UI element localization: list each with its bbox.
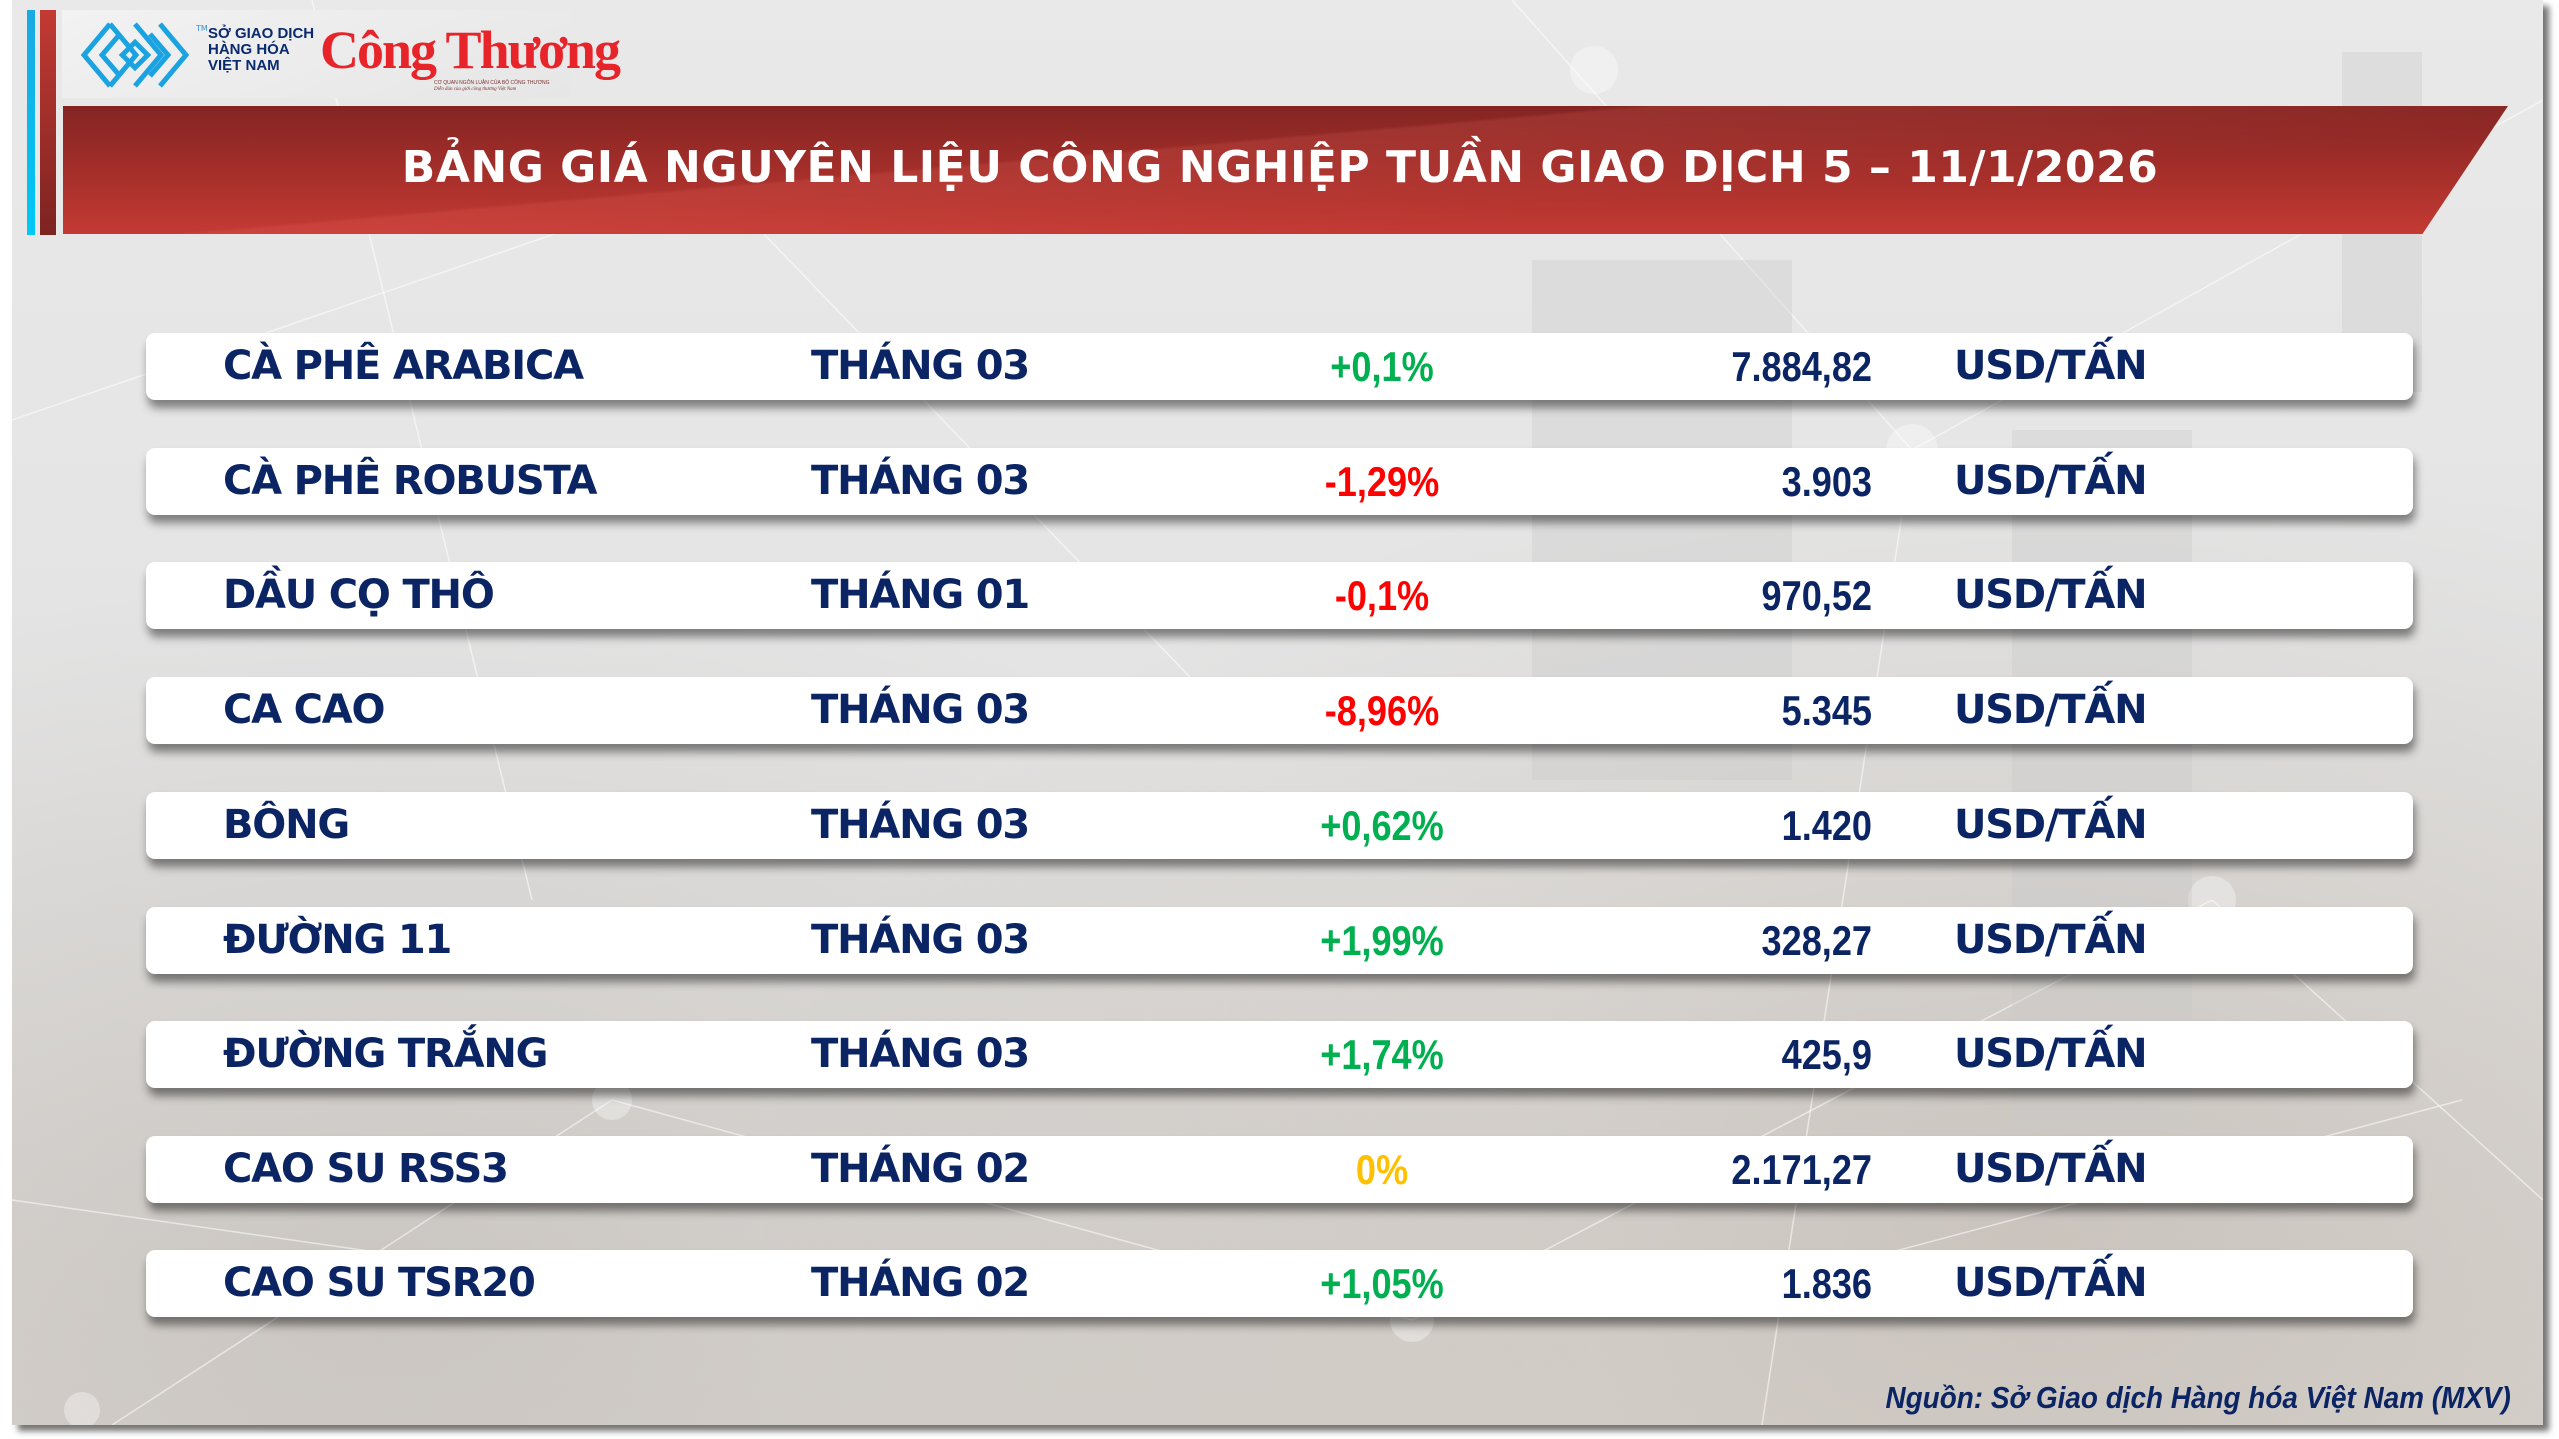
price-change: 0% bbox=[1355, 1146, 1409, 1193]
contract-month: THÁNG 02 bbox=[811, 1260, 1030, 1306]
trademark-label: TM bbox=[196, 24, 208, 33]
contract-month: THÁNG 03 bbox=[811, 917, 1030, 963]
price-change: +1,05% bbox=[1320, 1260, 1444, 1307]
mxv-logo-line: HÀNG HÓA bbox=[208, 41, 290, 58]
price-unit: USD/TẤN bbox=[1954, 1031, 2148, 1077]
table-row: CAO SU TSR20 THÁNG 02 +1,05% 1.836 USD/T… bbox=[146, 1250, 2413, 1317]
price-unit: USD/TẤN bbox=[1954, 802, 2148, 848]
commodity-name: ĐƯỜNG 11 bbox=[223, 917, 452, 963]
accent-bar-blue bbox=[27, 10, 35, 235]
commodity-name: CAO SU TSR20 bbox=[223, 1260, 536, 1306]
table-row: ĐƯỜNG 11 THÁNG 03 +1,99% 328,27 USD/TẤN bbox=[146, 907, 2413, 974]
commodity-name: CAO SU RSS3 bbox=[223, 1146, 509, 1192]
price-value: 5.345 bbox=[1781, 687, 1872, 734]
price-unit: USD/TẤN bbox=[1954, 1260, 2148, 1306]
table-row: CA CAO THÁNG 03 -8,96% 5.345 USD/TẤN bbox=[146, 677, 2413, 744]
price-change: -0,1% bbox=[1334, 572, 1430, 619]
table-row: DẦU CỌ THÔ THÁNG 01 -0,1% 970,52 USD/TẤN bbox=[146, 562, 2413, 629]
contract-month: THÁNG 03 bbox=[811, 343, 1030, 389]
commodity-name: BÔNG bbox=[223, 802, 350, 848]
price-change: +1,99% bbox=[1320, 917, 1444, 964]
price-value: 970,52 bbox=[1761, 572, 1872, 619]
price-value: 3.903 bbox=[1781, 458, 1872, 505]
price-change: +0,1% bbox=[1330, 343, 1434, 390]
logo-panel: TM SỞ GIAO DỊCH HÀNG HÓA VIỆT NAM Công T… bbox=[62, 10, 621, 98]
price-unit: USD/TẤN bbox=[1954, 1146, 2148, 1192]
price-change: +0,62% bbox=[1320, 802, 1444, 849]
infographic-frame: TM SỞ GIAO DỊCH HÀNG HÓA VIỆT NAM Công T… bbox=[12, 0, 2543, 1425]
commodity-name: CÀ PHÊ ARABICA bbox=[223, 343, 584, 389]
contract-month: THÁNG 03 bbox=[811, 802, 1030, 848]
price-value: 1.420 bbox=[1781, 802, 1872, 849]
table-row: CAO SU RSS3 THÁNG 02 0% 2.171,27 USD/TẤN bbox=[146, 1136, 2413, 1203]
table-row: BÔNG THÁNG 03 +0,62% 1.420 USD/TẤN bbox=[146, 792, 2413, 859]
commodity-name: CA CAO bbox=[223, 687, 386, 733]
table-row: CÀ PHÊ ARABICA THÁNG 03 +0,1% 7.884,82 U… bbox=[146, 333, 2413, 400]
price-change: -1,29% bbox=[1324, 458, 1440, 505]
congthuong-tagline: CƠ QUAN NGÔN LUẬN CỦA BỘ CÔNG THƯƠNG bbox=[434, 80, 550, 86]
commodity-name: CÀ PHÊ ROBUSTA bbox=[223, 458, 597, 504]
mxv-diamond-logo-icon bbox=[80, 22, 190, 88]
title-banner bbox=[63, 106, 2508, 234]
source-credit: Nguồn: Sở Giao dịch Hàng hóa Việt Nam (M… bbox=[1885, 1380, 2511, 1415]
price-unit: USD/TẤN bbox=[1954, 572, 2148, 618]
congthuong-logo: Công Thương bbox=[320, 20, 621, 80]
price-unit: USD/TẤN bbox=[1954, 687, 2148, 733]
price-value: 2.171,27 bbox=[1731, 1146, 1872, 1193]
contract-month: THÁNG 03 bbox=[811, 458, 1030, 504]
congthuong-slogan: Diễn đàn của giới công thương Việt Nam bbox=[434, 87, 517, 92]
price-value: 7.884,82 bbox=[1731, 343, 1872, 390]
mxv-logo-line: VIỆT NAM bbox=[208, 57, 280, 74]
page-title: BẢNG GIÁ NGUYÊN LIỆU CÔNG NGHIỆP TUẦN GI… bbox=[401, 142, 2159, 193]
price-value: 425,9 bbox=[1781, 1031, 1872, 1078]
mxv-logo-line: SỞ GIAO DỊCH bbox=[208, 25, 315, 42]
commodity-name: ĐƯỜNG TRẮNG bbox=[223, 1031, 548, 1077]
accent-bar-red bbox=[40, 10, 56, 235]
contract-month: THÁNG 03 bbox=[811, 1031, 1030, 1077]
price-unit: USD/TẤN bbox=[1954, 917, 2148, 963]
table-row: CÀ PHÊ ROBUSTA THÁNG 03 -1,29% 3.903 USD… bbox=[146, 448, 2413, 515]
contract-month: THÁNG 03 bbox=[811, 687, 1030, 733]
table-row: ĐƯỜNG TRẮNG THÁNG 03 +1,74% 425,9 USD/TẤ… bbox=[146, 1021, 2413, 1088]
price-unit: USD/TẤN bbox=[1954, 458, 2148, 504]
price-change: +1,74% bbox=[1320, 1031, 1444, 1078]
price-value: 328,27 bbox=[1761, 917, 1872, 964]
price-change: -8,96% bbox=[1324, 687, 1440, 734]
mxv-logo-text: SỞ GIAO DỊCH HÀNG HÓA VIỆT NAM bbox=[208, 26, 314, 74]
contract-month: THÁNG 02 bbox=[811, 1146, 1030, 1192]
commodity-name: DẦU CỌ THÔ bbox=[223, 572, 495, 618]
price-unit: USD/TẤN bbox=[1954, 343, 2148, 389]
price-value: 1.836 bbox=[1781, 1260, 1872, 1307]
contract-month: THÁNG 01 bbox=[811, 572, 1030, 618]
